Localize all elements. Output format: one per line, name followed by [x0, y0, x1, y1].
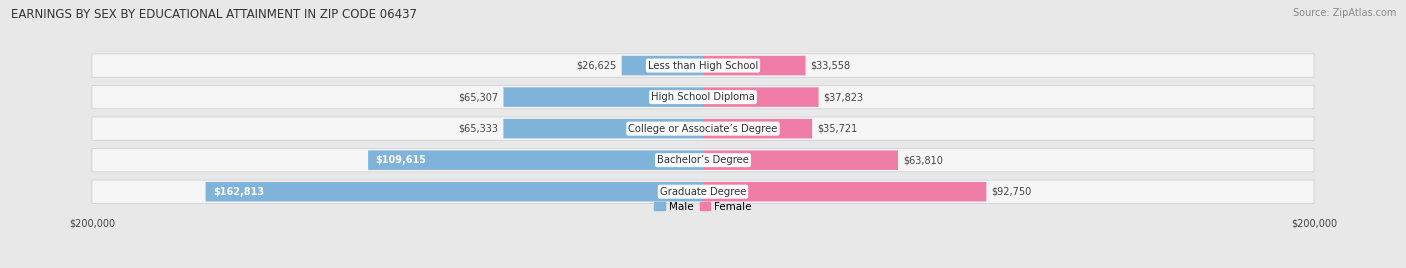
- FancyBboxPatch shape: [205, 182, 703, 202]
- Text: $33,558: $33,558: [810, 61, 851, 70]
- Text: $65,333: $65,333: [458, 124, 499, 134]
- Text: Graduate Degree: Graduate Degree: [659, 187, 747, 197]
- FancyBboxPatch shape: [703, 56, 806, 75]
- Text: $162,813: $162,813: [212, 187, 264, 197]
- FancyBboxPatch shape: [621, 56, 703, 75]
- FancyBboxPatch shape: [368, 150, 703, 170]
- Text: $65,307: $65,307: [458, 92, 499, 102]
- FancyBboxPatch shape: [703, 87, 818, 107]
- FancyBboxPatch shape: [503, 119, 703, 138]
- Legend: Male, Female: Male, Female: [650, 198, 756, 216]
- Text: Bachelor’s Degree: Bachelor’s Degree: [657, 155, 749, 165]
- FancyBboxPatch shape: [91, 180, 1315, 203]
- Text: Less than High School: Less than High School: [648, 61, 758, 70]
- FancyBboxPatch shape: [91, 85, 1315, 109]
- Text: $63,810: $63,810: [903, 155, 942, 165]
- Text: $37,823: $37,823: [824, 92, 863, 102]
- FancyBboxPatch shape: [91, 148, 1315, 172]
- Text: $26,625: $26,625: [576, 61, 617, 70]
- Text: High School Diploma: High School Diploma: [651, 92, 755, 102]
- FancyBboxPatch shape: [91, 117, 1315, 140]
- Text: College or Associate’s Degree: College or Associate’s Degree: [628, 124, 778, 134]
- Text: $92,750: $92,750: [991, 187, 1032, 197]
- Text: $35,721: $35,721: [817, 124, 858, 134]
- FancyBboxPatch shape: [703, 119, 813, 138]
- FancyBboxPatch shape: [703, 182, 987, 202]
- Text: $109,615: $109,615: [375, 155, 426, 165]
- Text: EARNINGS BY SEX BY EDUCATIONAL ATTAINMENT IN ZIP CODE 06437: EARNINGS BY SEX BY EDUCATIONAL ATTAINMEN…: [11, 8, 418, 21]
- FancyBboxPatch shape: [703, 150, 898, 170]
- FancyBboxPatch shape: [503, 87, 703, 107]
- Text: Source: ZipAtlas.com: Source: ZipAtlas.com: [1292, 8, 1396, 18]
- FancyBboxPatch shape: [91, 54, 1315, 77]
